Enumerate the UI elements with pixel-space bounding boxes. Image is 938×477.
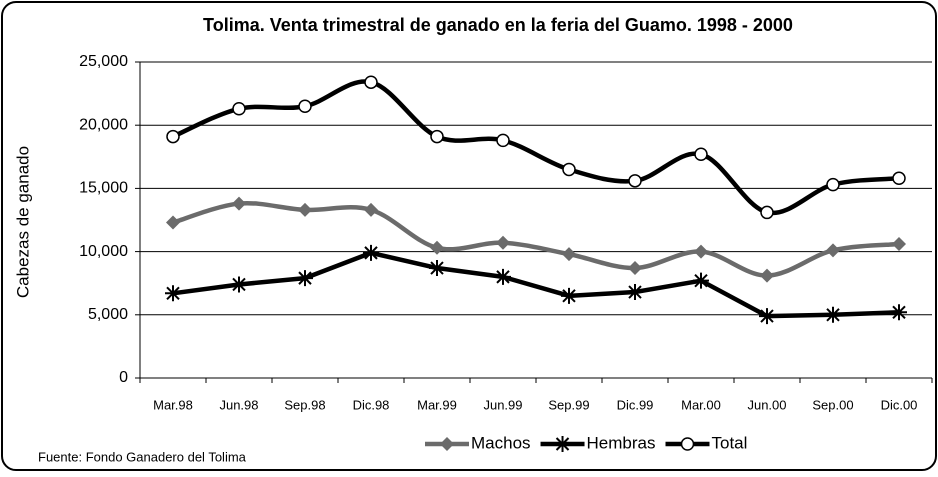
marker bbox=[562, 162, 576, 177]
x-tick-label: Dic.98 bbox=[353, 397, 390, 412]
legend-label: Machos bbox=[471, 433, 531, 452]
marker bbox=[694, 147, 708, 162]
x-tick-label: Mar.98 bbox=[153, 397, 193, 412]
marker bbox=[628, 174, 642, 188]
marker bbox=[298, 202, 312, 217]
marker bbox=[298, 99, 312, 113]
marker bbox=[429, 260, 445, 277]
x-tick-label: Mar.00 bbox=[681, 397, 721, 412]
legend-label: Hembras bbox=[587, 433, 656, 452]
marker bbox=[440, 437, 454, 451]
marker bbox=[759, 308, 775, 325]
marker bbox=[232, 102, 246, 116]
marker bbox=[231, 276, 247, 293]
x-tick-label: Dic.00 bbox=[881, 397, 918, 412]
legend-label: Total bbox=[712, 433, 748, 452]
marker bbox=[825, 306, 841, 323]
source-note: Fuente: Fondo Ganadero del Tolima bbox=[38, 449, 247, 464]
marker bbox=[826, 177, 840, 192]
marker bbox=[430, 240, 444, 255]
marker bbox=[760, 268, 774, 283]
x-tick-label: Jun.00 bbox=[747, 397, 786, 412]
marker bbox=[628, 261, 642, 276]
y-tick-label: 0 bbox=[119, 369, 128, 386]
marker bbox=[562, 247, 576, 262]
x-tick-label: Jun.99 bbox=[483, 397, 522, 412]
y-tick-label: 15,000 bbox=[79, 180, 128, 197]
x-tick-label: Jun.98 bbox=[219, 397, 258, 412]
series-line bbox=[172, 250, 900, 319]
x-tick-label: Dic.99 bbox=[617, 397, 654, 412]
marker bbox=[627, 284, 643, 301]
y-tick-label: 20,000 bbox=[79, 116, 128, 133]
marker bbox=[694, 244, 708, 259]
x-tick-label: Sep.99 bbox=[548, 397, 589, 412]
marker bbox=[297, 270, 313, 287]
x-tick-label: Sep.98 bbox=[284, 397, 325, 412]
marker bbox=[892, 237, 906, 252]
marker bbox=[826, 243, 840, 258]
marker bbox=[363, 244, 379, 261]
marker bbox=[891, 304, 907, 321]
marker bbox=[364, 75, 378, 89]
marker bbox=[496, 235, 510, 250]
chart-title: Tolima. Venta trimestral de ganado en la… bbox=[203, 15, 793, 35]
marker bbox=[680, 437, 695, 451]
y-tick-label: 5,000 bbox=[88, 306, 128, 323]
marker bbox=[495, 268, 511, 285]
marker bbox=[561, 287, 577, 304]
marker bbox=[430, 129, 444, 144]
marker bbox=[892, 171, 906, 186]
marker bbox=[693, 272, 709, 289]
y-axis-label: Cabezas de ganado bbox=[13, 146, 32, 298]
marker bbox=[165, 285, 181, 302]
x-tick-label: Mar.99 bbox=[417, 397, 457, 412]
marker bbox=[166, 129, 180, 144]
y-tick-label: 10,000 bbox=[79, 243, 128, 260]
marker bbox=[554, 436, 571, 452]
y-tick-label: 25,000 bbox=[79, 53, 128, 70]
marker bbox=[496, 133, 510, 148]
x-tick-label: Sep.00 bbox=[812, 397, 853, 412]
marker bbox=[166, 215, 180, 230]
marker bbox=[364, 202, 378, 217]
marker bbox=[232, 196, 246, 211]
marker bbox=[760, 205, 774, 220]
